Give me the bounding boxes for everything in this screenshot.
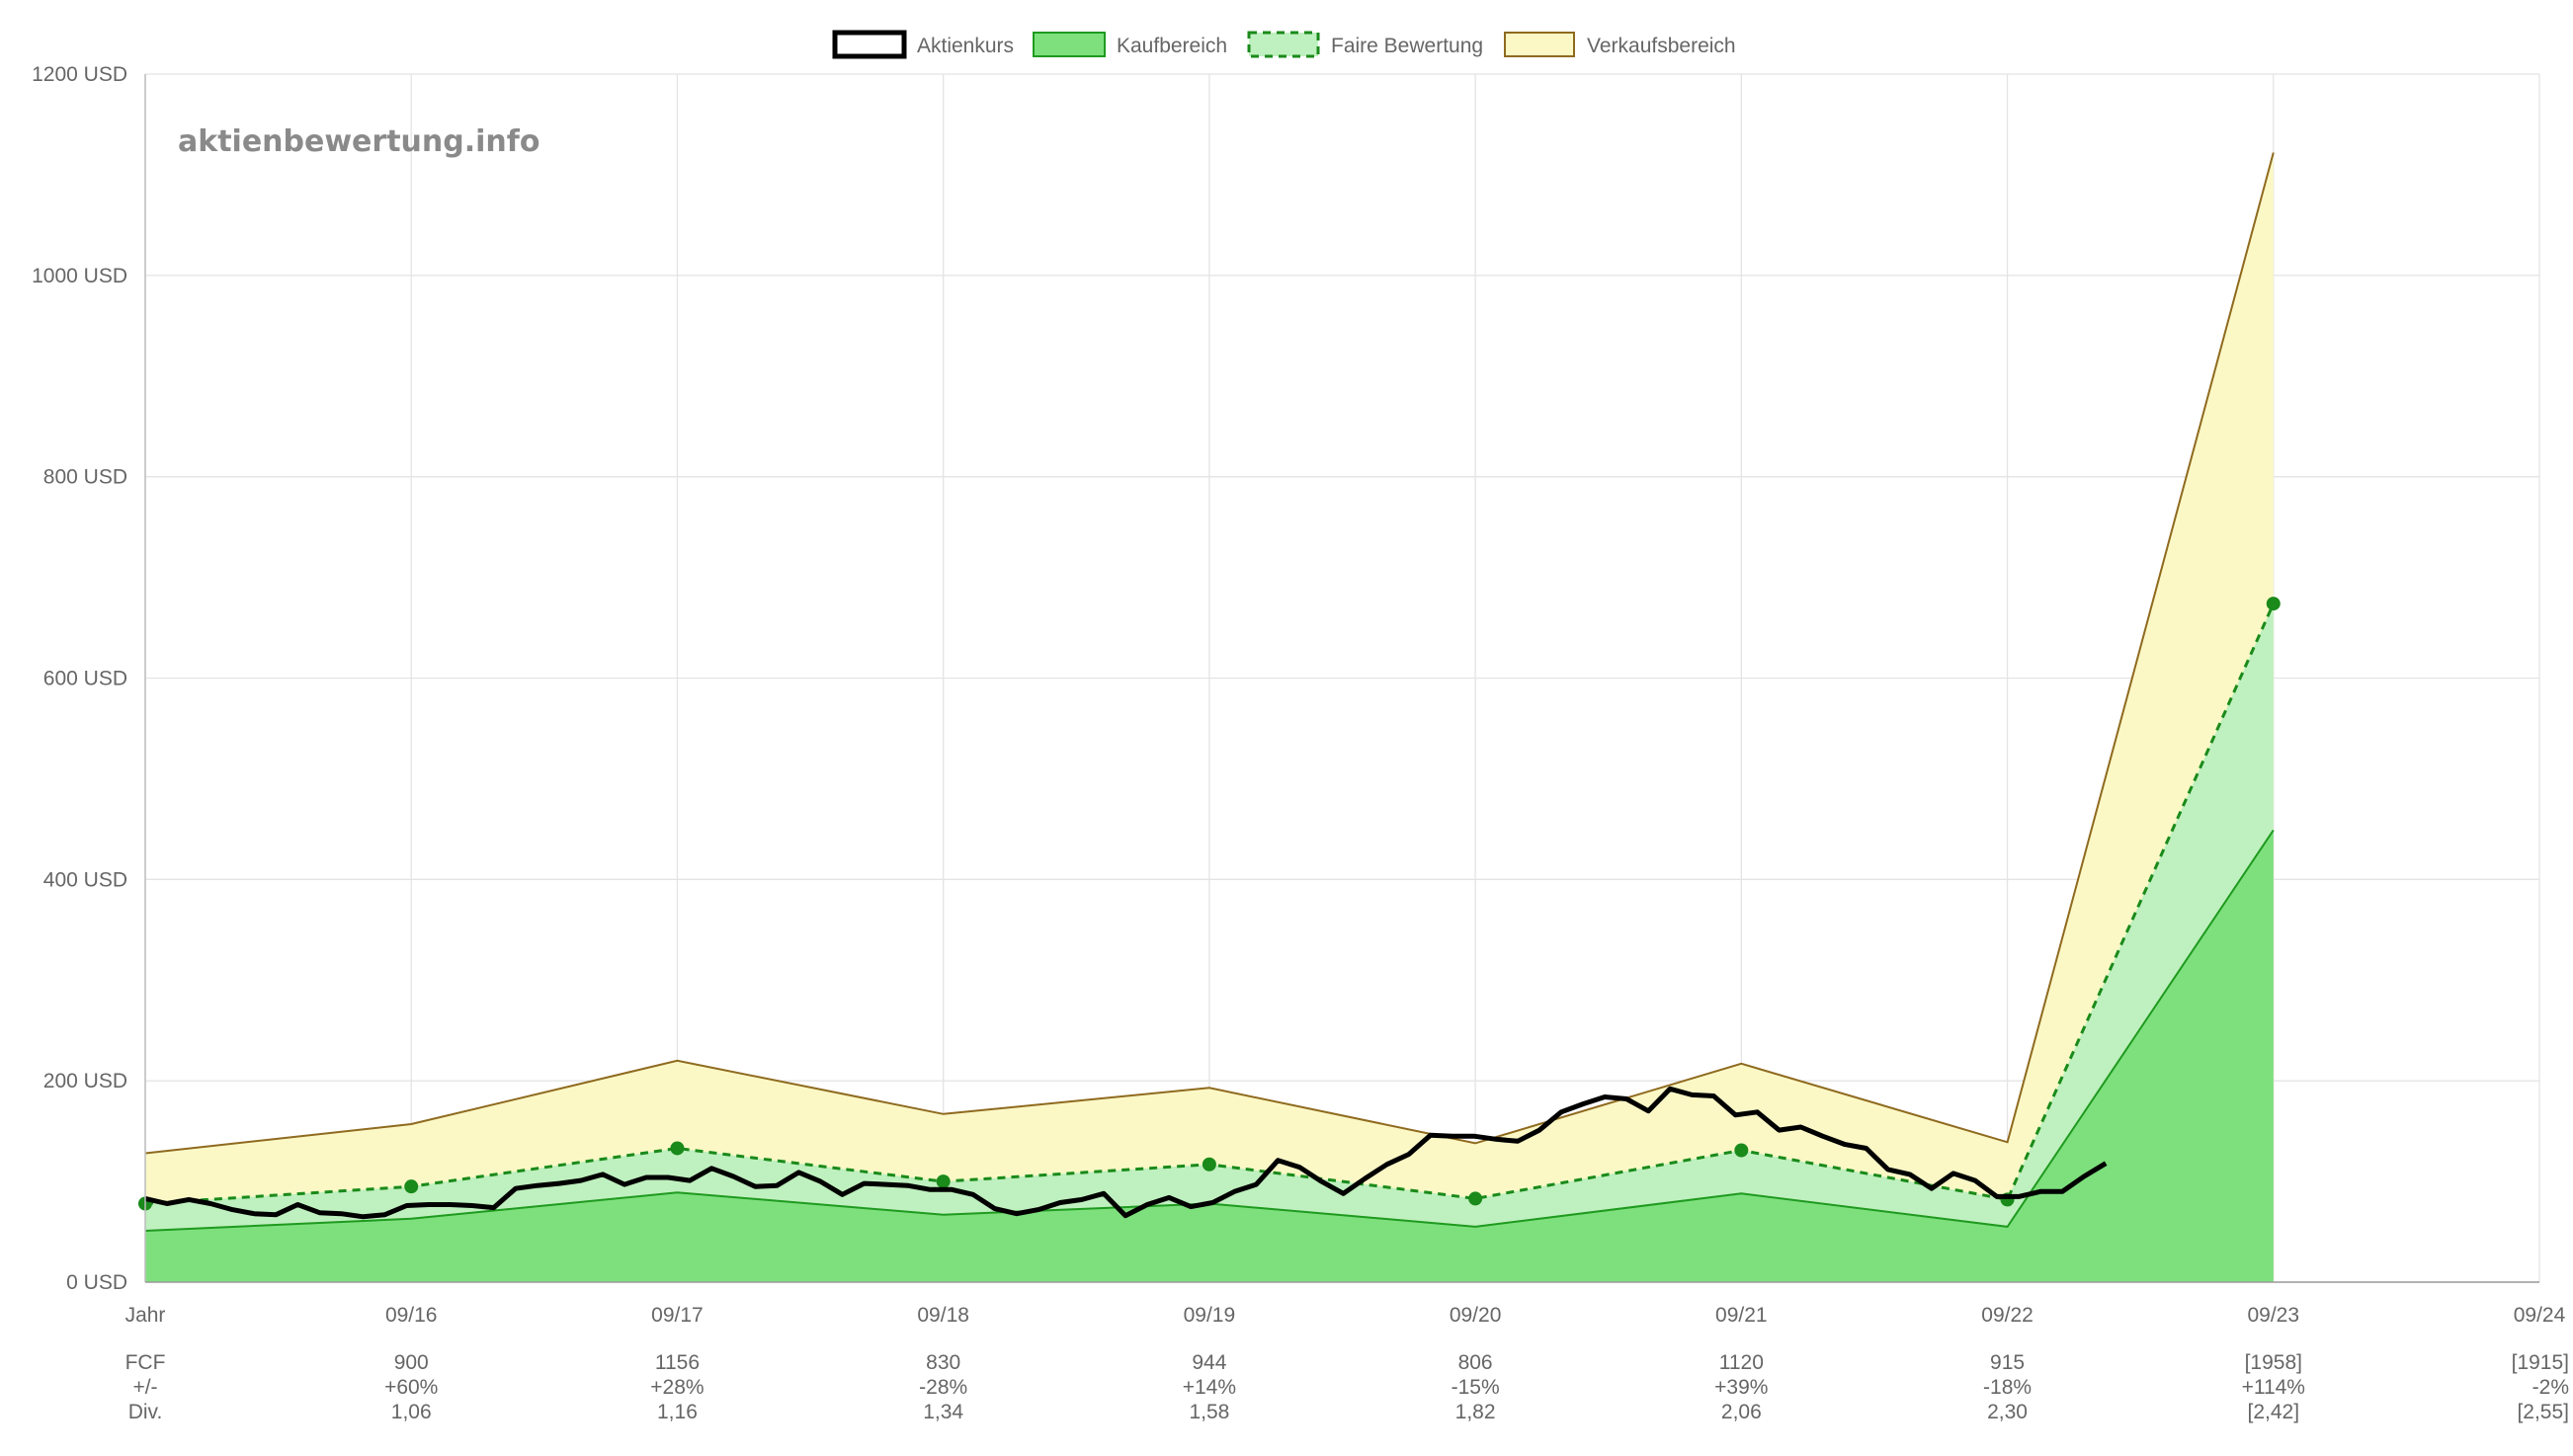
- fair-value-point: [1202, 1157, 1216, 1172]
- table-row-label: +/-: [132, 1376, 157, 1399]
- x-tick-label: 09/23: [2247, 1304, 2299, 1327]
- y-tick-label: 200 USD: [43, 1070, 127, 1092]
- x-tick-label: 09/21: [1715, 1304, 1768, 1327]
- table-change-value: +28%: [650, 1376, 704, 1399]
- table-change-value: -2%: [2532, 1376, 2569, 1399]
- table-change-value: -15%: [1452, 1376, 1500, 1399]
- table-change-value: -28%: [919, 1376, 967, 1399]
- y-tick-label: 0 USD: [66, 1271, 127, 1294]
- legend-item-buy[interactable]: Kaufbereich: [1033, 32, 1227, 57]
- axes: 0 USD 200 USD 400 USD 600 USD 800 USD 1000 US…: [32, 63, 2565, 1327]
- legend-label-price: Aktienkurs: [917, 35, 1014, 57]
- legend-swatch-sell: [1504, 32, 1575, 57]
- table-dividend-value: 1,16: [657, 1401, 698, 1423]
- table-dividend-value: 1,82: [1455, 1401, 1496, 1423]
- fair-value-point: [670, 1141, 685, 1156]
- price-line: [144, 1086, 2108, 1220]
- table-row-label: FCF: [125, 1351, 166, 1374]
- table-change-value: +39%: [1714, 1376, 1768, 1399]
- table-dividend-value: 1,58: [1189, 1401, 1229, 1423]
- table-dividend-value: [2,42]: [2248, 1401, 2300, 1423]
- legend-item-price[interactable]: Aktienkurs: [832, 30, 1014, 59]
- sell-upper-line: [144, 152, 2275, 1155]
- legend-label-buy: Kaufbereich: [1117, 35, 1227, 57]
- x-tick-label: Jahr: [125, 1304, 166, 1327]
- table-fcf-value: 806: [1458, 1351, 1493, 1374]
- legend-swatch-buy: [1033, 32, 1106, 57]
- fair-value-point: [1734, 1143, 1749, 1158]
- fair-value-point: [936, 1174, 951, 1189]
- legend-label-sell: Verkaufsbereich: [1587, 35, 1736, 57]
- table-fcf-value: 915: [1990, 1351, 2025, 1374]
- table-fcf-value: 944: [1192, 1351, 1226, 1374]
- table-dividend-value: 2,30: [1987, 1401, 2028, 1423]
- table-fcf-value: 900: [394, 1351, 429, 1374]
- y-tick-label: 600 USD: [43, 668, 127, 690]
- table-change-value: -18%: [1983, 1376, 2032, 1399]
- legend-swatch-fair: [1247, 31, 1320, 58]
- legend-label-fair: Faire Bewertung: [1331, 35, 1483, 57]
- legend: Aktienkurs Kaufbereich Faire Bewertung V…: [832, 30, 1736, 59]
- x-tick-label: 09/17: [651, 1304, 704, 1327]
- buy-area: [145, 830, 2274, 1282]
- x-tick-label: 09/16: [385, 1304, 438, 1327]
- series-lines: [138, 152, 2281, 1232]
- fair-value-point: [2266, 597, 2281, 611]
- watermark: aktienbewertung.info: [178, 124, 540, 159]
- fundamentals-table: FCF+/-Div. 900+60%1,06 1156+28%1,16 830-28%…: [125, 1351, 2569, 1423]
- legend-swatch-price: [832, 30, 907, 59]
- table-dividend-value: 2,06: [1721, 1401, 1762, 1423]
- table-dividend-value: 1,06: [391, 1401, 432, 1423]
- table-fcf-value: 1120: [1719, 1351, 1764, 1374]
- y-tick-label: 400 USD: [43, 868, 127, 891]
- table-fcf-value: [1915]: [2512, 1351, 2569, 1374]
- fair-value-point: [404, 1179, 419, 1194]
- y-tick-label: 800 USD: [43, 466, 127, 489]
- x-tick-label: 09/20: [1450, 1304, 1502, 1327]
- legend-item-fair[interactable]: Faire Bewertung: [1247, 31, 1483, 58]
- table-change-value: +60%: [384, 1376, 438, 1399]
- y-tick-label: 1200 USD: [32, 63, 127, 86]
- legend-item-sell[interactable]: Verkaufsbereich: [1504, 32, 1736, 57]
- table-row-label: Div.: [128, 1401, 163, 1423]
- table-dividend-value: 1,34: [923, 1401, 963, 1423]
- y-tick-label: 1000 USD: [32, 265, 127, 287]
- table-dividend-value: [2,55]: [2517, 1401, 2569, 1423]
- table-change-value: +114%: [2242, 1376, 2305, 1399]
- table-change-value: +14%: [1183, 1376, 1236, 1399]
- table-fcf-value: 830: [926, 1351, 960, 1374]
- table-fcf-value: 1156: [655, 1351, 700, 1374]
- x-tick-label: 09/19: [1184, 1304, 1236, 1327]
- fair-value-point: [1468, 1191, 1483, 1206]
- table-fcf-value: [1958]: [2245, 1351, 2302, 1374]
- x-tick-label: 09/18: [917, 1304, 969, 1327]
- x-tick-label: 09/24: [2514, 1304, 2566, 1327]
- x-tick-label: 09/22: [1981, 1304, 2034, 1327]
